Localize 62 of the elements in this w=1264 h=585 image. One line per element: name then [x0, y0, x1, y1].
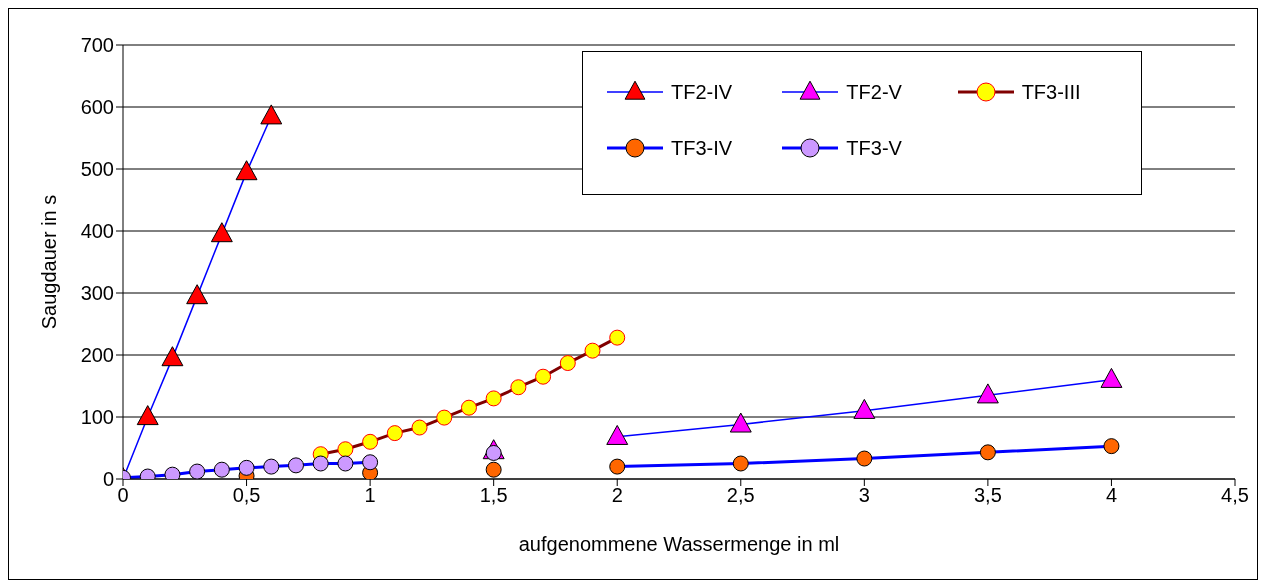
y-tick-label: 200 [80, 344, 114, 367]
point [976, 383, 999, 404]
y-tick-label: 500 [80, 158, 114, 181]
point [535, 368, 552, 385]
point [189, 463, 206, 479]
x-tick-label: 1,5 [479, 484, 508, 507]
point [186, 284, 209, 305]
point [312, 455, 329, 472]
point [460, 399, 477, 416]
point [337, 441, 354, 458]
point [609, 329, 626, 346]
x-tick-label: 1 [364, 484, 376, 507]
x-tick-label: 3,5 [973, 484, 1002, 507]
legend-label: TF2-IV [671, 80, 733, 104]
point [235, 160, 258, 181]
point [386, 425, 403, 442]
point [161, 346, 184, 367]
point [606, 424, 629, 445]
y-tick-label: 400 [80, 220, 114, 243]
x-tick-label: 0 [117, 484, 129, 507]
point [853, 398, 876, 419]
point [1103, 438, 1120, 455]
point [263, 458, 280, 475]
point [362, 433, 379, 450]
point [411, 419, 428, 436]
y-axis-title: Saugdauer in s [38, 194, 61, 330]
y-tick-label: 700 [80, 34, 114, 57]
point [136, 405, 159, 426]
x-tick-label: 2 [611, 484, 623, 507]
x-tick-label: 3 [858, 484, 870, 507]
x-axis-title: aufgenommene Wassermenge in ml [518, 533, 840, 555]
point [510, 379, 527, 396]
point [337, 455, 354, 472]
point [213, 461, 230, 478]
point [485, 390, 502, 407]
legend-label: TF3-III [1021, 80, 1081, 104]
legend-label: TF3-V [846, 136, 902, 160]
y-tick-label: 300 [80, 282, 114, 305]
legend-label: TF3-IV [671, 136, 733, 160]
x-tick-label: 4 [1105, 484, 1118, 507]
point [1100, 367, 1123, 388]
x-tick-label: 0,5 [232, 484, 261, 507]
legend-label: TF2-V [846, 80, 902, 104]
point [584, 342, 601, 359]
point [485, 461, 502, 478]
point [979, 444, 996, 461]
x-tick-label: 2,5 [726, 484, 755, 507]
point [210, 222, 233, 243]
point [238, 459, 255, 476]
y-tick-label: 600 [80, 96, 114, 119]
point [856, 450, 873, 467]
point [559, 355, 576, 372]
point [732, 455, 749, 472]
y-tick-label: 100 [80, 406, 114, 429]
point [609, 458, 626, 475]
point [287, 457, 304, 474]
y-tick-label: 0 [102, 468, 114, 491]
point [362, 454, 379, 471]
x-tick-label: 4,5 [1221, 484, 1249, 507]
point [260, 104, 283, 125]
point [436, 409, 453, 426]
point [729, 412, 752, 433]
